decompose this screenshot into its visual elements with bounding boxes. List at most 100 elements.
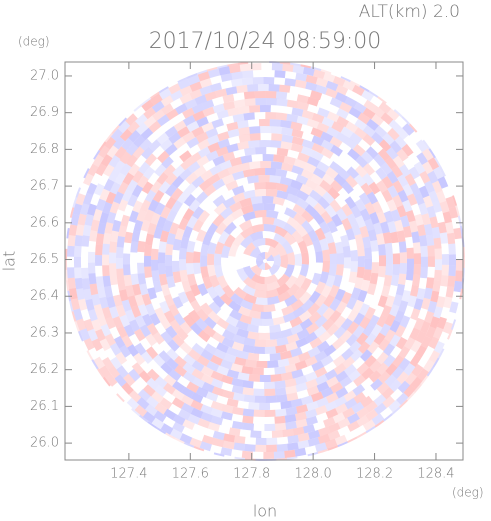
- radar-echo: [296, 404, 309, 414]
- radar-echo: [284, 294, 298, 307]
- radar-echo: [222, 389, 235, 400]
- radar-echo: [325, 408, 339, 419]
- radar-echo: [182, 353, 196, 366]
- radar-echo: [274, 266, 287, 280]
- radar-echo: [293, 212, 307, 226]
- radar-echo: [434, 248, 442, 260]
- radar-echo: [154, 376, 168, 389]
- radar-echo: [420, 245, 428, 257]
- x-tick-label: 128.4: [417, 467, 454, 482]
- radar-echo: [441, 264, 449, 276]
- radar-echo: [397, 174, 409, 187]
- radar-echo: [159, 230, 170, 243]
- radar-echo: [99, 296, 109, 309]
- radar-echo: [228, 243, 239, 257]
- radar-echo: [81, 267, 89, 279]
- radar-echo: [295, 72, 308, 82]
- radar-echo: [177, 142, 191, 155]
- y-tick-label: 26.8: [30, 142, 59, 157]
- radar-echo: [292, 203, 306, 216]
- radar-echo: [243, 91, 256, 100]
- radar-echo: [382, 132, 395, 146]
- radar-echo: [369, 272, 379, 285]
- radar-echo: [181, 386, 194, 399]
- radar-echo: [210, 444, 222, 454]
- radar-echo: [335, 208, 348, 222]
- radar-echo: [284, 449, 296, 458]
- radar-echo: [87, 251, 96, 263]
- radar-echo: [165, 325, 178, 339]
- radar-echo: [326, 323, 340, 336]
- radar-echo: [204, 343, 217, 355]
- radar-echo: [125, 154, 138, 168]
- radar-echo: [329, 348, 343, 361]
- radar-echo: [217, 168, 230, 180]
- radar-echo: [274, 366, 286, 375]
- radar-echo: [413, 161, 426, 175]
- radar-echo: [376, 276, 385, 289]
- radar-echo: [415, 139, 428, 153]
- radar-echo: [325, 274, 336, 288]
- radar-echo: [369, 297, 380, 310]
- radar-echo: [289, 316, 303, 328]
- radar-echo: [345, 281, 356, 295]
- radar-echo: [273, 218, 287, 229]
- radar-echo: [159, 316, 172, 330]
- radar-echo: [239, 429, 251, 438]
- y-unit: (deg): [18, 35, 50, 49]
- radar-echo: [250, 63, 262, 71]
- radar-echo: [191, 430, 205, 442]
- radar-echo: [356, 407, 369, 419]
- radar-echo: [258, 118, 270, 127]
- radar-echo: [315, 442, 328, 453]
- radar-echo: [354, 277, 364, 290]
- radar-echo: [242, 408, 255, 417]
- radar-echo: [253, 346, 265, 354]
- radar-echo: [374, 190, 386, 204]
- radar-echo: [316, 303, 329, 317]
- radar-echo: [209, 82, 222, 93]
- radar-echo: [276, 147, 289, 157]
- radar-echo: [109, 273, 118, 286]
- radar-echo: [305, 178, 318, 191]
- radar-echo: [319, 238, 329, 251]
- radar-echo: [240, 226, 254, 239]
- radar-echo: [301, 131, 314, 142]
- radar-echo: [276, 457, 288, 461]
- radar-echo: [196, 308, 209, 322]
- radar-echo: [377, 266, 386, 278]
- radar-echo: [312, 211, 325, 225]
- radar-echo: [367, 229, 378, 242]
- radar-echo: [306, 96, 320, 107]
- radar-echo: [158, 350, 171, 363]
- radar-echo: [170, 428, 183, 440]
- radar-echo: [210, 400, 224, 411]
- radar-echo: [113, 160, 126, 173]
- radar-echo: [316, 99, 330, 111]
- radar-echo: [363, 269, 372, 281]
- radar-echo: [334, 315, 347, 329]
- radar-echo: [149, 313, 161, 326]
- radar-echo: [408, 152, 420, 166]
- radar-echo: [301, 252, 310, 265]
- radar-echo: [359, 208, 371, 222]
- radar-echo: [128, 390, 142, 403]
- radar-echo: [168, 83, 181, 95]
- radar-echo: [298, 310, 312, 323]
- radar-echo: [292, 65, 305, 74]
- radar-echo: [440, 275, 449, 287]
- radar-echo: [189, 89, 202, 100]
- radar-echo: [194, 94, 207, 106]
- y-tick-label: 26.0: [30, 436, 59, 451]
- radar-echo: [381, 285, 391, 298]
- radar-echo: [377, 295, 388, 308]
- radar-echo: [260, 125, 272, 134]
- radar-echo: [295, 418, 308, 428]
- radar-echo: [154, 202, 166, 216]
- radar-echo: [281, 305, 295, 316]
- radar-echo: [235, 320, 249, 331]
- radar-echo: [423, 359, 435, 373]
- radar-echo: [392, 194, 404, 208]
- radar-echo: [399, 252, 408, 264]
- radar-echo: [362, 236, 372, 249]
